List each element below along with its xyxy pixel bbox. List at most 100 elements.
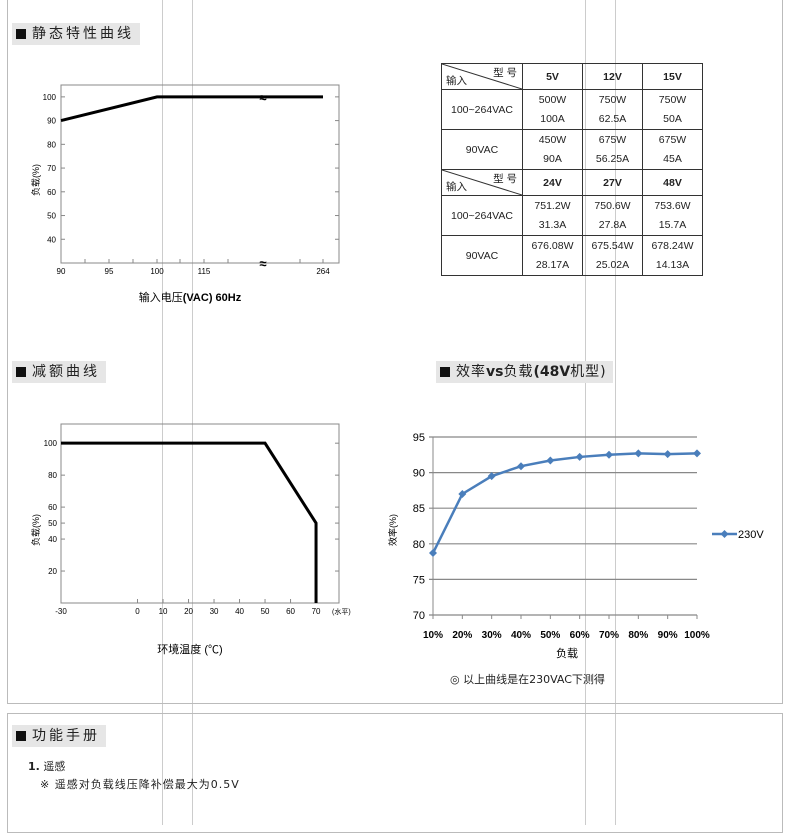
value-cell: 500W 100A [522,89,583,130]
y-tick-label: 95 [413,432,425,444]
y-tick-label: 100 [43,93,57,102]
corner-cell: 型 号输入 [441,169,523,196]
y-tick-label: 50 [47,212,56,221]
y-axis-label: 效率(%) [387,514,398,546]
input-cell: 100~264VAC [441,89,523,130]
square-bullet-icon [16,731,26,741]
x-tick-label: 100 [150,267,164,276]
model-header: 15V [642,63,703,90]
data-point [517,462,525,471]
y-tick-label: 80 [413,539,425,551]
model-header: 27V [582,169,643,196]
section-title-efficiency: 效率vs负载(48V机型) [436,361,613,383]
y-tick-label: 100 [44,439,58,448]
x-tick-label: 10% [423,630,443,641]
plot-frame [60,423,340,604]
derating-curve [61,441,318,603]
square-bullet-icon [16,367,26,377]
value-cell: 675.54W 25.02A [582,235,643,276]
data-point [487,472,496,481]
x-tick-label: 30% [482,630,502,641]
x-tick-label: 90% [658,630,678,641]
x-tick-label: 115 [198,267,211,276]
y-tick-label: 75 [413,574,425,586]
x-tick-label: 100% [684,630,710,641]
x-tick-label: 30 [210,607,219,616]
data-point [458,489,467,498]
y-tick-label: 40 [48,535,57,544]
section-title-static: 静态特性曲线 [12,23,140,45]
model-header: 5V [522,63,583,90]
x-tick-label: 50 [261,607,270,616]
y-tick-label: 50 [48,519,57,528]
value-cell: 753.6W 15.7A [642,195,703,236]
y-tick-label: 60 [48,503,57,512]
y-axis-label: 负载(%) [30,514,41,546]
value-cell: 678.24W 14.13A [642,235,703,276]
y-tick-label: 80 [47,140,56,149]
model-header: 48V [642,169,703,196]
data-point [693,449,701,458]
x-axis-label: 环境温度 (℃) [157,642,222,656]
value-cell: 750W 62.5A [582,89,643,130]
table-row: 90VAC 450W 90A 675W 56.25A 675W 45A [441,129,703,170]
y-tick-label: 90 [413,468,425,480]
data-point [663,450,672,459]
axis-break-icon: ≈ [259,256,266,271]
x-tick-label: 0 [135,607,140,616]
x-tick-label: 40% [511,630,531,641]
manual-item: 1. 遥感 [28,760,66,773]
efficiency-note: ◎ 以上曲线是在230VAC下测得 [450,673,605,686]
value-cell: 750.6W 27.8A [582,195,643,236]
x-tick-label: 95 [105,267,114,276]
y-tick-label: 70 [47,164,56,173]
manual-item-note: ※ 遥感对负载线压降补偿最大为0.5V [40,778,240,791]
y-tick-label: 85 [413,503,425,515]
model-header: 12V [582,63,643,90]
x-axis-label: 输入电压(VAC) 60Hz [139,290,242,304]
x-tick-label: 80% [628,630,648,641]
x-tick-label: 40 [235,607,244,616]
x-tick-label: 264 [316,267,330,276]
y-tick-label: 60 [47,188,56,197]
section-title-manual: 功能手册 [12,725,106,747]
y-axis-label: 负载(%) [30,164,41,196]
efficiency-line [431,452,698,554]
y-tick-label: 80 [48,471,57,480]
table-row: 100~264VAC 751.2W 31.3A 750.6W 27.8A 753.6W 15… [441,195,703,236]
corner-cell: 型 号输入 [441,63,523,90]
x-tick-label: 60 [286,607,295,616]
data-point [575,452,584,461]
curves-panel [7,0,783,704]
y-tick-label: 70 [413,610,425,622]
input-cell: 90VAC [441,235,523,276]
value-cell: 751.2W 31.3A [522,195,583,236]
x-unit-label: (水平) [332,607,351,616]
x-tick-label: -30 [55,607,67,616]
table-header-row: 型 号输入 5V 12V 15V [441,63,703,90]
x-tick-label: 20 [184,607,193,616]
data-point [429,549,437,558]
x-tick-label: 20% [452,630,472,641]
data-point [605,450,613,459]
y-tick-label: 20 [48,567,57,576]
value-cell: 750W 50A [642,89,703,130]
data-point [546,456,555,465]
value-cell: 676.08W 28.17A [522,235,583,276]
square-bullet-icon [440,367,450,377]
legend-marker [720,530,729,538]
x-tick-label: 50% [540,630,560,641]
x-tick-label: 10 [159,607,168,616]
table-row: 100~264VAC 500W 100A 750W 62.5A 750W 50A [441,89,703,130]
input-cell: 90VAC [441,129,523,170]
output-spec-table: 型 号输入 5V 12V 15V 100~264VAC 500W 100A 750W 62.5A… [441,63,703,276]
x-tick-label: 70% [599,630,619,641]
square-bullet-icon [16,29,26,39]
plot-frame [60,84,340,264]
y-tick-label: 90 [47,117,56,126]
watermark-stripe [585,0,616,825]
x-tick-label: 60% [570,630,590,641]
table-row: 90VAC 676.08W 28.17A 675.54W 25.02A 678.24W 14… [441,235,703,276]
x-tick-label: 70 [312,607,321,616]
